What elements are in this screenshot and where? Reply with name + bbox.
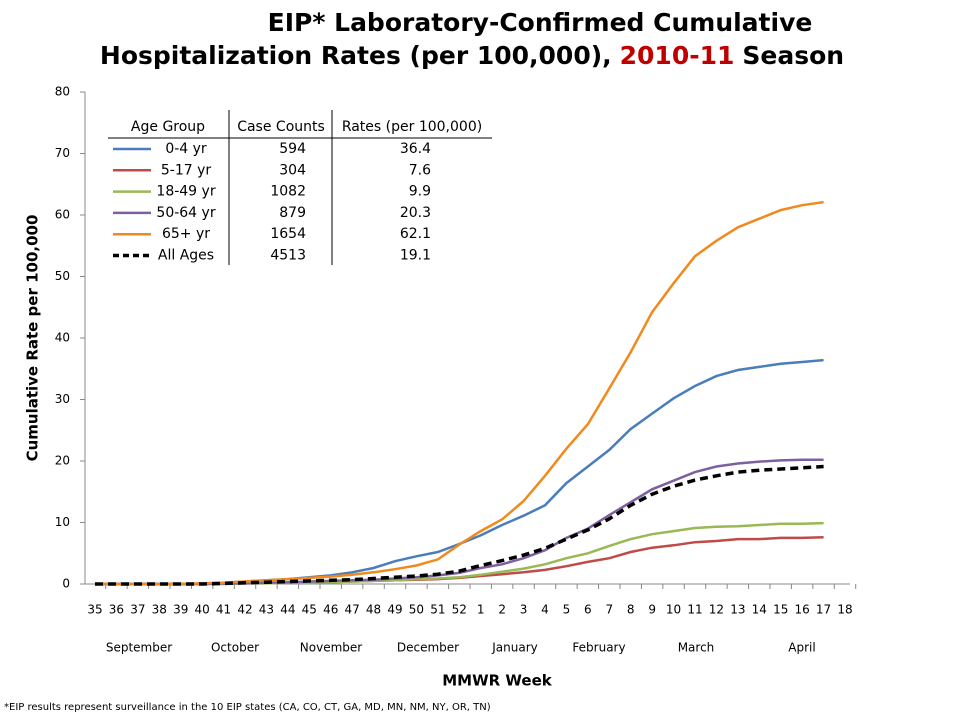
x-tick-label: 14 (752, 603, 767, 617)
month-label: April (788, 641, 815, 655)
x-tick-label: 16 (795, 603, 810, 617)
x-tick-label: 36 (109, 603, 124, 617)
month-label: October (211, 641, 259, 655)
x-tick-label: 10 (666, 603, 681, 617)
y-tick-label: 40 (55, 331, 70, 345)
title-line1: EIP* Laboratory-Confirmed Cumulative (268, 8, 813, 37)
x-tick-label: 52 (452, 603, 467, 617)
rate: 20.3 (400, 205, 431, 221)
x-tick-label: 51 (430, 603, 445, 617)
x-tick-label: 37 (130, 603, 145, 617)
y-tick-label: 20 (55, 454, 70, 468)
series-line (95, 458, 824, 586)
legend-label: 65+ yr (162, 226, 210, 242)
x-tick-label: 38 (152, 603, 167, 617)
y-axis-label: Cumulative Rate per 100,000 (24, 215, 42, 462)
x-tick-label: 6 (584, 603, 592, 617)
series-line (95, 358, 824, 586)
y-tick-label: 60 (55, 208, 70, 222)
x-tick-label: 35 (87, 603, 102, 617)
month-label: November (300, 641, 362, 655)
month-label: January (491, 641, 538, 655)
x-tick-label: 2 (498, 603, 506, 617)
x-tick-label: 46 (323, 603, 338, 617)
title-line2: Hospitalization Rates (per 100,000), 2010… (100, 41, 844, 70)
x-tick-label: 42 (237, 603, 252, 617)
x-tick-label: 13 (730, 603, 745, 617)
x-tick-label: 39 (173, 603, 188, 617)
y-tick-label: 10 (55, 515, 70, 529)
x-tick-label: 40 (195, 603, 210, 617)
x-tick-label: 47 (345, 603, 360, 617)
case-count: 1082 (270, 184, 306, 200)
x-tick-label: 41 (216, 603, 231, 617)
x-tick-label: 9 (648, 603, 656, 617)
y-tick-label: 50 (55, 269, 70, 283)
case-count: 1654 (270, 226, 306, 242)
rate: 19.1 (400, 248, 431, 264)
rate: 62.1 (400, 226, 431, 242)
y-tick-label: 80 (55, 85, 70, 99)
series-line (95, 464, 824, 586)
legend-label: 18-49 yr (156, 184, 215, 200)
legend-label: 0-4 yr (165, 141, 207, 157)
rate: 36.4 (400, 141, 431, 157)
case-count: 879 (279, 205, 306, 221)
title-part: Hospitalization Rates (per 100,000), (100, 41, 612, 70)
month-label: February (572, 641, 625, 655)
x-tick-label: 17 (816, 603, 831, 617)
title-season: 2010-11 (620, 41, 735, 70)
x-axis-label: MMWR Week (442, 672, 553, 690)
rate: 9.9 (409, 184, 431, 200)
case-count: 4513 (270, 248, 306, 264)
table-header: Age Group (131, 119, 205, 135)
title-part: Season (742, 41, 844, 70)
x-tick-label: 45 (302, 603, 317, 617)
x-tick-label: 49 (387, 603, 402, 617)
month-label: December (397, 641, 459, 655)
table-header: Rates (per 100,000) (342, 119, 482, 135)
x-tick-label: 3 (520, 603, 528, 617)
x-tick-label: 18 (837, 603, 852, 617)
y-tick-label: 30 (55, 392, 70, 406)
legend-label: All Ages (158, 248, 214, 264)
series-line (95, 521, 824, 586)
case-count: 594 (279, 141, 306, 157)
x-tick-label: 11 (687, 603, 702, 617)
x-tick-label: 7 (605, 603, 613, 617)
legend-label: 5-17 yr (161, 162, 212, 178)
x-tick-label: 8 (627, 603, 635, 617)
month-label: September (106, 641, 172, 655)
x-tick-label: 1 (477, 603, 485, 617)
x-tick-label: 48 (366, 603, 381, 617)
x-tick-label: 44 (280, 603, 295, 617)
rate: 7.6 (409, 162, 431, 178)
x-tick-label: 50 (409, 603, 424, 617)
table-header: Case Counts (237, 119, 325, 135)
legend-label: 50-64 yr (156, 205, 215, 221)
y-tick-label: 0 (62, 577, 70, 591)
month-label: March (678, 641, 715, 655)
x-tick-label: 5 (563, 603, 571, 617)
x-tick-label: 15 (773, 603, 788, 617)
x-tick-label: 12 (709, 603, 724, 617)
y-tick-label: 70 (55, 146, 70, 160)
case-count: 304 (279, 162, 306, 178)
footnote: *EIP results represent surveillance in t… (4, 702, 491, 713)
x-tick-label: 4 (541, 603, 549, 617)
x-tick-label: 43 (259, 603, 274, 617)
